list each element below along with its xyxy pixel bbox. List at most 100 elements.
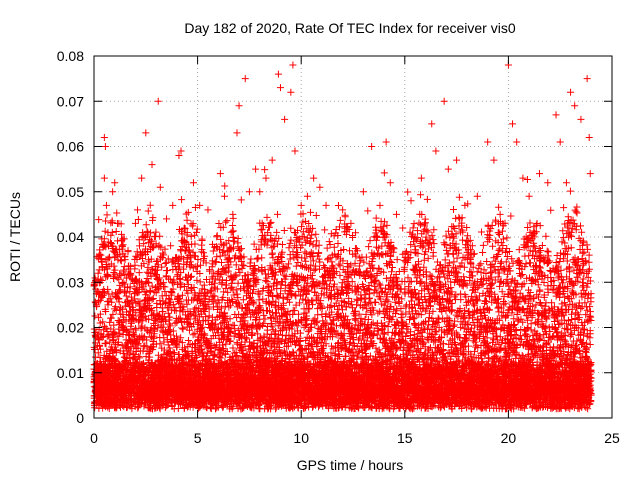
data-point: [266, 219, 274, 227]
data-point: [112, 346, 120, 354]
data-point: [185, 247, 193, 255]
data-point: [185, 326, 193, 334]
data-point: [120, 266, 128, 274]
data-point: [184, 352, 192, 360]
data-point: [122, 289, 130, 297]
data-point: [166, 322, 174, 330]
data-point: [176, 307, 184, 315]
data-point: [177, 334, 185, 342]
data-point: [98, 276, 106, 284]
data-point: [132, 309, 140, 317]
data-point: [334, 239, 342, 247]
data-point: [171, 349, 179, 357]
data-point: [187, 272, 195, 280]
data-point: [209, 247, 217, 255]
data-point: [198, 236, 206, 244]
data-point: [278, 241, 286, 249]
data-point: [181, 238, 189, 246]
data-point: [96, 354, 104, 362]
data-point: [172, 332, 180, 340]
data-point: [310, 266, 318, 274]
data-point: [177, 298, 185, 306]
data-point: [229, 344, 237, 352]
data-point: [176, 274, 184, 282]
data-point: [104, 285, 112, 293]
data-point: [283, 263, 291, 271]
data-point: [178, 196, 186, 204]
data-point: [106, 318, 114, 326]
data-point: [162, 317, 170, 325]
data-point: [135, 269, 143, 277]
data-point: [119, 322, 127, 330]
data-point: [154, 312, 162, 320]
data-point: [164, 255, 172, 263]
data-point: [136, 354, 144, 362]
data-point: [142, 221, 150, 229]
data-point: [113, 274, 121, 282]
data-point: [223, 217, 231, 225]
data-point: [157, 243, 165, 251]
data-point: [91, 312, 99, 320]
data-point: [104, 271, 112, 279]
data-point: [149, 294, 157, 302]
data-point: [95, 216, 103, 224]
data-point: [102, 340, 110, 348]
data-point: [265, 223, 273, 231]
data-point: [213, 232, 221, 240]
data-point: [144, 327, 152, 335]
data-point: [291, 291, 299, 299]
data-point: [184, 336, 192, 344]
data-point: [98, 333, 106, 341]
chart-title: Day 182 of 2020, Rate Of TEC Index for r…: [184, 20, 515, 36]
data-point: [312, 211, 320, 219]
data-point: [113, 209, 121, 217]
data-point: [103, 211, 111, 219]
data-point: [296, 337, 304, 345]
data-point: [97, 275, 105, 283]
data-point: [162, 259, 170, 267]
data-point: [155, 274, 163, 282]
data-point: [146, 201, 154, 209]
data-point: [140, 260, 148, 268]
data-point: [102, 217, 110, 225]
data-point: [228, 279, 236, 287]
data-point: [186, 258, 194, 266]
data-point: [226, 328, 234, 336]
data-point: [311, 288, 319, 296]
data-point: [175, 338, 183, 346]
data-point: [123, 274, 131, 282]
data-point: [161, 259, 169, 267]
data-point: [115, 275, 123, 283]
data-point: [178, 339, 186, 347]
data-point: [292, 262, 300, 270]
data-point: [102, 308, 110, 316]
data-point: [291, 307, 299, 315]
data-point: [123, 327, 131, 335]
data-point: [169, 327, 177, 335]
data-point: [145, 278, 153, 286]
data-point: [229, 221, 237, 229]
data-point: [184, 289, 192, 297]
data-point: [173, 343, 181, 351]
data-point: [119, 278, 127, 286]
data-point: [328, 320, 336, 328]
data-point: [273, 228, 281, 236]
data-point: [131, 261, 139, 269]
data-point: [118, 342, 126, 350]
data-point: [334, 202, 342, 210]
data-point: [117, 257, 125, 265]
data-point: [115, 298, 123, 306]
data-point: [215, 220, 223, 228]
data-point: [146, 287, 154, 295]
data-point: [184, 208, 192, 216]
data-point: [253, 255, 261, 263]
data-point: [193, 225, 201, 233]
data-point: [134, 340, 142, 348]
data-point: [165, 328, 173, 336]
data-point: [107, 314, 115, 322]
data-point: [181, 344, 189, 352]
data-point: [106, 338, 114, 346]
data-point: [131, 295, 139, 303]
data-point: [187, 310, 195, 318]
data-point: [135, 352, 143, 360]
